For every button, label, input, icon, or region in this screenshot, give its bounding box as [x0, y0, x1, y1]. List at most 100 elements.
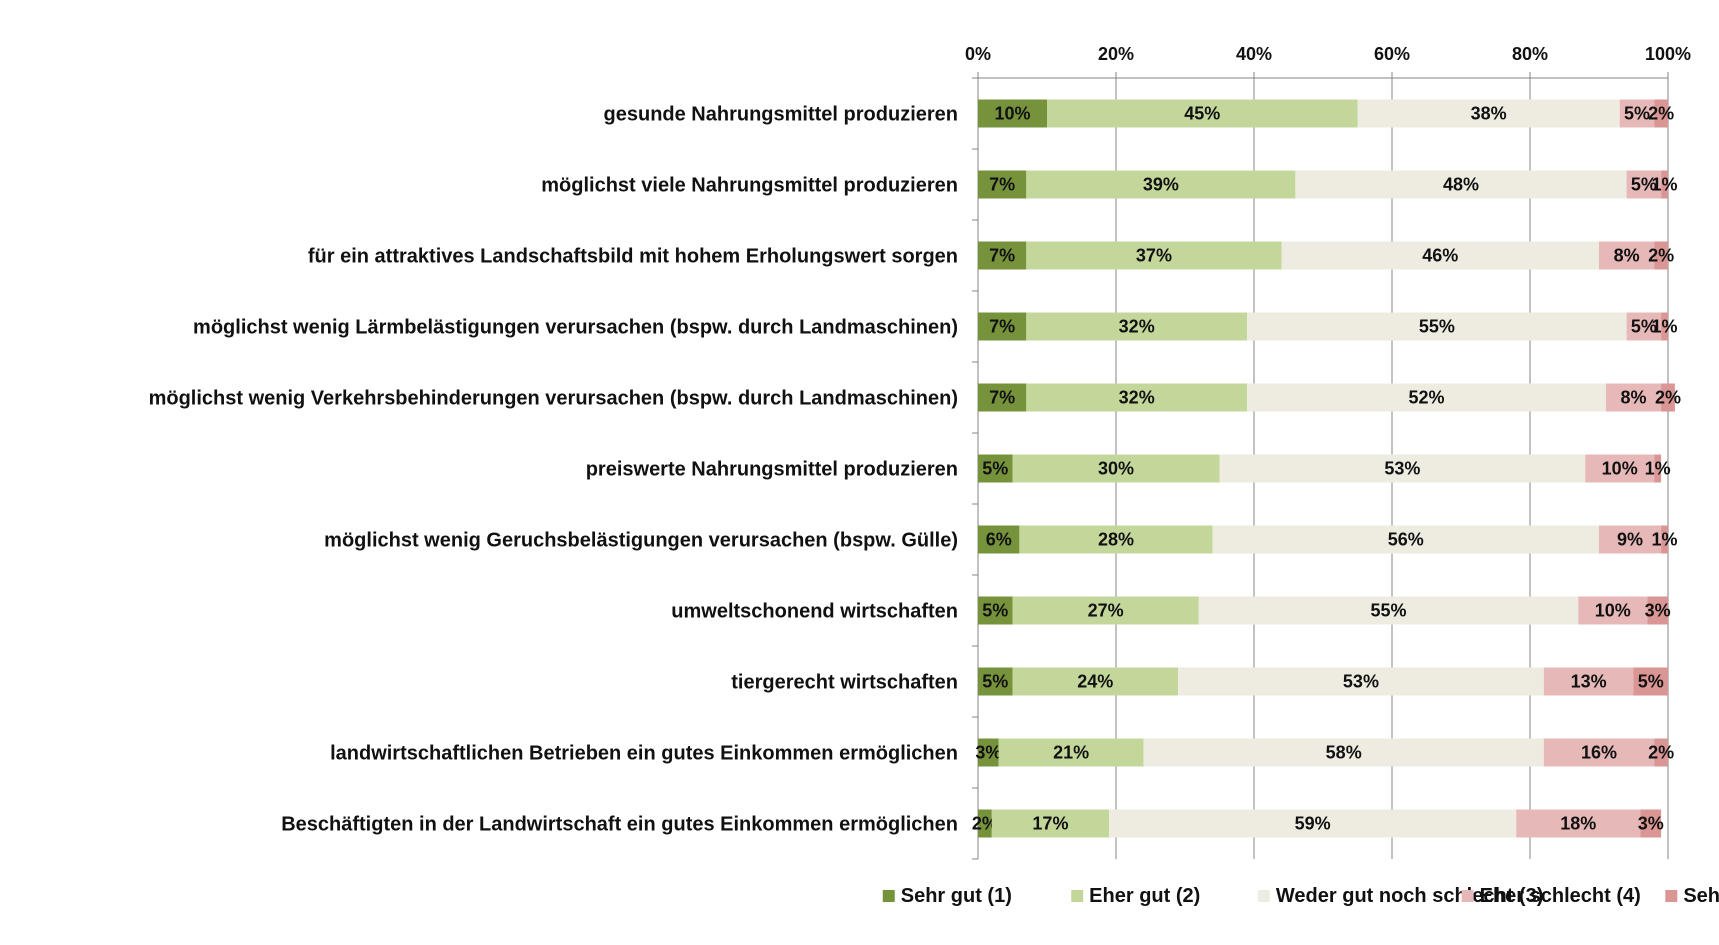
category-label: für ein attraktives Landschaftsbild mit … — [308, 246, 958, 268]
bar-segment-5 — [1661, 312, 1668, 341]
data-label: 27% — [1088, 601, 1124, 621]
bar-segment-4 — [1626, 312, 1662, 341]
data-label: 2% — [1648, 104, 1674, 124]
data-label: 1% — [1652, 530, 1678, 550]
data-label: 10% — [1595, 601, 1631, 621]
bar-segment-3 — [1357, 99, 1620, 128]
bar-segment-5 — [1654, 241, 1668, 270]
bar-segment-4 — [1599, 525, 1662, 554]
data-label: 13% — [1571, 672, 1607, 692]
category-label: möglichst viele Nahrungsmittel produzier… — [541, 175, 958, 197]
bar-segment-2 — [1012, 596, 1199, 625]
data-label: 59% — [1295, 814, 1331, 834]
category-label: möglichst wenig Geruchsbelästigungen ver… — [324, 530, 958, 552]
bar-segment-3 — [1198, 596, 1579, 625]
data-label: 3% — [975, 743, 1001, 763]
category-label: preiswerte Nahrungsmittel produzieren — [586, 459, 958, 481]
data-label: 10% — [994, 104, 1030, 124]
category-label: Beschäftigten in der Landwirtschaft ein … — [281, 814, 958, 836]
data-label: 9% — [1617, 530, 1643, 550]
bar-segment-1 — [978, 596, 1013, 625]
data-label: 17% — [1032, 814, 1068, 834]
bar-segment-2 — [1047, 99, 1358, 128]
bar-segment-1 — [978, 241, 1027, 270]
x-tick-label: 100% — [1645, 44, 1691, 64]
x-tick-label: 40% — [1236, 44, 1272, 64]
data-label: 53% — [1343, 672, 1379, 692]
bar-segment-5 — [1647, 596, 1668, 625]
data-label: 7% — [989, 388, 1015, 408]
bar-segment-5 — [1661, 383, 1675, 412]
data-label: 8% — [1620, 388, 1646, 408]
category-label: landwirtschaftlichen Betrieben ein gutes… — [330, 743, 958, 765]
data-label: 2% — [1655, 388, 1681, 408]
bar-segment-2 — [998, 738, 1144, 767]
legend-swatch — [1071, 890, 1084, 902]
data-label: 5% — [982, 672, 1008, 692]
bar-segment-2 — [1026, 241, 1282, 270]
bar-segment-1 — [978, 454, 1013, 483]
data-label: 28% — [1098, 530, 1134, 550]
bar-segment-3 — [1178, 667, 1544, 696]
x-tick-label: 80% — [1512, 44, 1548, 64]
bar-segment-2 — [1026, 312, 1248, 341]
legend-label: Weder gut noch schlecht (3) — [1276, 885, 1543, 907]
data-label: 53% — [1384, 459, 1420, 479]
bar-segment-5 — [1640, 809, 1662, 838]
bar-segment-2 — [991, 809, 1110, 838]
bar-segment-3 — [1295, 170, 1627, 199]
bar-segment-3 — [1212, 525, 1599, 554]
x-tick-label: 0% — [965, 44, 991, 64]
bar-segment-4 — [1585, 454, 1655, 483]
data-label: 30% — [1098, 459, 1134, 479]
category-label: möglichst wenig Lärmbelästigungen verurs… — [193, 317, 958, 339]
data-label: 18% — [1560, 814, 1596, 834]
data-label: 10% — [1602, 459, 1638, 479]
bar-segment-5 — [1633, 667, 1668, 696]
bar-segment-1 — [978, 667, 1013, 696]
data-label: 52% — [1408, 388, 1444, 408]
x-tick-label: 20% — [1098, 44, 1134, 64]
data-label: 2% — [1648, 246, 1674, 266]
data-label: 37% — [1136, 246, 1172, 266]
bar-segment-2 — [1012, 667, 1179, 696]
legend-swatch — [882, 890, 895, 902]
data-label: 58% — [1326, 743, 1362, 763]
bar-segment-3 — [1109, 809, 1517, 838]
legend-swatch — [1461, 890, 1474, 902]
legend-swatch — [1665, 890, 1678, 902]
data-label: 7% — [989, 317, 1015, 337]
bar-segment-1 — [978, 525, 1020, 554]
data-label: 24% — [1077, 672, 1113, 692]
data-label: 38% — [1471, 104, 1507, 124]
data-label: 48% — [1443, 175, 1479, 195]
bar-segment-5 — [1654, 99, 1668, 128]
category-label: tiergerecht wirtschaften — [731, 672, 958, 694]
bar-segment-1 — [978, 738, 999, 767]
legend-label: Sehr schlecht (5) — [1683, 885, 1719, 907]
data-label: 55% — [1371, 601, 1407, 621]
category-label: möglichst wenig Verkehrsbehinderungen ve… — [149, 388, 958, 410]
data-label: 1% — [1645, 459, 1671, 479]
bar-segment-4 — [1543, 738, 1655, 767]
bar-segment-2 — [1026, 383, 1248, 412]
data-label: 39% — [1143, 175, 1179, 195]
bar-segment-3 — [1219, 454, 1586, 483]
data-label: 7% — [989, 175, 1015, 195]
bar-segment-3 — [1281, 241, 1599, 270]
legend-label: Sehr gut (1) — [901, 885, 1012, 907]
data-label: 5% — [982, 459, 1008, 479]
bar-segment-1 — [978, 809, 992, 838]
bar-segment-2 — [1019, 525, 1213, 554]
bar-segment-4 — [1626, 170, 1662, 199]
bar-segment-4 — [1543, 667, 1634, 696]
bar-segment-4 — [1619, 99, 1655, 128]
data-label: 16% — [1581, 743, 1617, 763]
bar-segment-3 — [1143, 738, 1544, 767]
data-label: 6% — [986, 530, 1012, 550]
data-label: 2% — [972, 814, 998, 834]
bar-segment-1 — [978, 99, 1047, 128]
data-label: 5% — [1638, 672, 1664, 692]
data-label: 1% — [1652, 175, 1678, 195]
bar-segment-3 — [1247, 383, 1606, 412]
